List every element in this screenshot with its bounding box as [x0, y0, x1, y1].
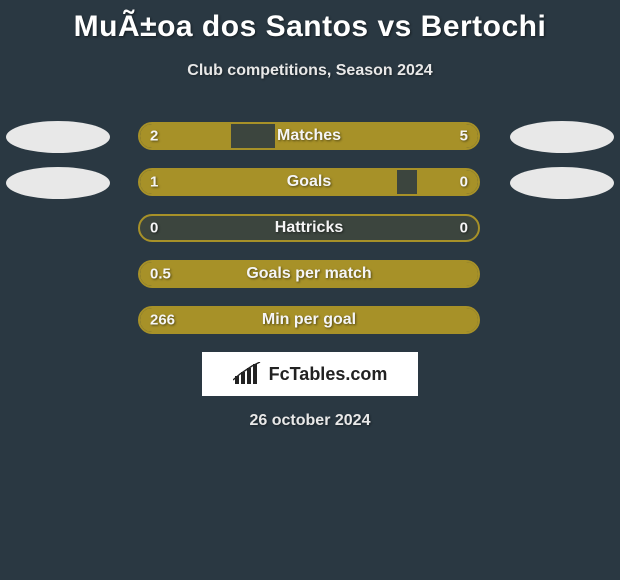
stat-row: Min per goal 266 — [0, 306, 620, 336]
stat-row: Matches 2 5 — [0, 122, 620, 152]
date: 26 october 2024 — [0, 412, 620, 430]
stat-label: Matches — [277, 127, 341, 145]
stat-value-right: 0 — [460, 174, 468, 191]
stats-area: Matches 2 5 Goals 1 0 Hattricks 0 0 Goals per mat… — [0, 122, 620, 336]
player-badge-left — [6, 167, 110, 199]
subtitle: Club competitions, Season 2024 — [0, 62, 620, 80]
stat-bar: Matches 2 5 — [138, 122, 480, 150]
stat-bar: Min per goal 266 — [138, 306, 480, 334]
page-title: MuÃ±oa dos Santos vs Bertochi — [0, 0, 620, 44]
stat-bar: Goals 1 0 — [138, 168, 480, 196]
stat-value-left: 266 — [150, 312, 175, 329]
stat-label: Goals — [287, 173, 331, 191]
stat-value-right: 5 — [460, 128, 468, 145]
stat-value-left: 1 — [150, 174, 158, 191]
stat-label: Hattricks — [275, 219, 343, 237]
player-badge-right — [510, 167, 614, 199]
stat-bar: Goals per match 0.5 — [138, 260, 480, 288]
stat-label: Min per goal — [262, 311, 356, 329]
stat-value-left: 2 — [150, 128, 158, 145]
logo-box[interactable]: FcTables.com — [202, 352, 418, 396]
stat-bar: Hattricks 0 0 — [138, 214, 480, 242]
stat-value-right: 0 — [460, 220, 468, 237]
player-badge-left — [6, 121, 110, 153]
stat-value-left: 0.5 — [150, 266, 171, 283]
stat-row: Goals per match 0.5 — [0, 260, 620, 290]
bar-chart-icon — [233, 362, 263, 386]
stat-value-left: 0 — [150, 220, 158, 237]
stat-row: Goals 1 0 — [0, 168, 620, 198]
logo-text: FcTables.com — [269, 364, 388, 385]
player-badge-right — [510, 121, 614, 153]
stat-bar-fill-right — [417, 170, 478, 194]
stat-label: Goals per match — [246, 265, 371, 283]
stat-bar-fill-left — [140, 170, 397, 194]
stat-row: Hattricks 0 0 — [0, 214, 620, 244]
